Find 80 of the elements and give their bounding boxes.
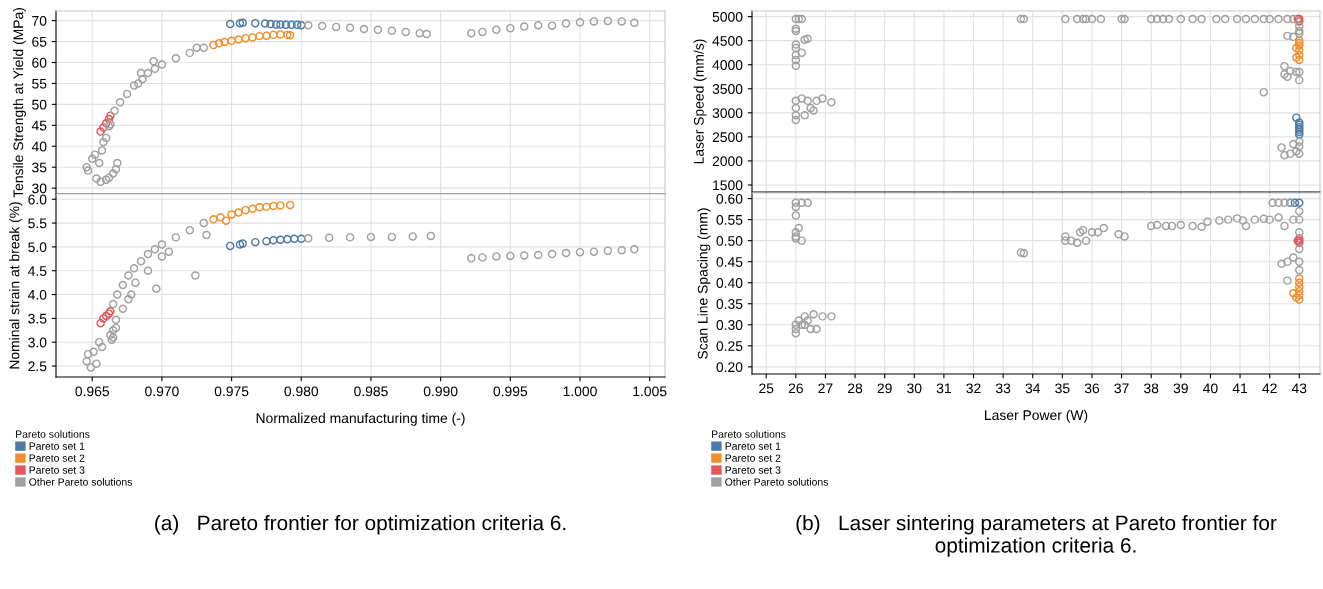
x-tick-label: 25 bbox=[759, 383, 774, 394]
x-axis-title: Normalized manufacturing time (-) bbox=[256, 412, 465, 426]
y-tick-label: 3.5 bbox=[28, 313, 47, 324]
y-tick-label: 35 bbox=[32, 162, 47, 173]
x-tick-label: 39 bbox=[1173, 383, 1188, 394]
x-tick-label: 1.000 bbox=[563, 386, 597, 397]
y-tick-label: 3000 bbox=[712, 108, 743, 118]
x-tick-label: 40 bbox=[1203, 383, 1218, 394]
y-tick-label: 1500 bbox=[713, 180, 743, 191]
y-tick-label: 0.50 bbox=[716, 235, 743, 246]
x-tick-label: 33 bbox=[995, 383, 1011, 394]
legend-title: Pareto solutions bbox=[712, 430, 786, 438]
x-tick-label: 28 bbox=[848, 383, 863, 394]
x-tick-label: 38 bbox=[1144, 383, 1159, 394]
y-axis-title: Nominal strain at break (%) bbox=[9, 202, 23, 369]
legend-label: Other Pareto solutions bbox=[725, 478, 829, 486]
x-tick-label: 0.965 bbox=[75, 386, 110, 397]
y-tick-label: 4.5 bbox=[27, 266, 47, 276]
y-tick-label: 0.20 bbox=[716, 362, 743, 373]
x-tick-label: 1.005 bbox=[633, 386, 667, 397]
x-tick-label: 42 bbox=[1262, 383, 1277, 394]
legend-label: Pareto set 3 bbox=[725, 466, 781, 474]
x-tick-label: 32 bbox=[966, 383, 981, 394]
y-tick-label: 50 bbox=[32, 99, 47, 110]
y-tick-label: 5.0 bbox=[28, 242, 47, 253]
legend-label: Pareto set 2 bbox=[725, 454, 781, 462]
x-tick-label: 27 bbox=[818, 383, 833, 394]
y-tick-label: 40 bbox=[31, 141, 47, 152]
x-axis-title: Laser Power (W) bbox=[985, 409, 1088, 423]
y-tick-label: 55 bbox=[32, 78, 47, 89]
y-tick-label: 0.40 bbox=[716, 278, 743, 288]
y-tick-label: 0.25 bbox=[716, 341, 743, 351]
legend-title: Pareto solutions bbox=[16, 430, 90, 438]
text: (b) Laser sintering parameters at Pareto frontier for optimization criteria 6. bbox=[796, 515, 1277, 557]
y-tick-label: 65 bbox=[32, 36, 47, 47]
y-tick-label: 5000 bbox=[712, 11, 743, 22]
x-tick-label: 0.985 bbox=[354, 386, 388, 397]
y-tick-label: 0.45 bbox=[716, 257, 743, 267]
y-tick-label: 4000 bbox=[712, 60, 743, 70]
y-tick-label: 30 bbox=[32, 183, 47, 194]
y-tick-label: 0.60 bbox=[716, 193, 743, 204]
y-tick-label: 3.0 bbox=[28, 337, 47, 348]
x-tick-label: 36 bbox=[1084, 383, 1100, 394]
x-tick-label: 37 bbox=[1114, 383, 1129, 394]
legend-label: Pareto set 3 bbox=[29, 466, 85, 474]
x-tick-label: 34 bbox=[1025, 383, 1041, 394]
x-tick-label: 43 bbox=[1291, 383, 1307, 394]
y-tick-label: 70 bbox=[32, 15, 47, 26]
y-axis-title: Tensile Strength at Yield (MPa) bbox=[13, 8, 26, 198]
text: (a) Pareto frontier for optimization criteria 6. bbox=[155, 515, 566, 535]
y-tick-label: 0.30 bbox=[716, 320, 743, 330]
y-tick-label: 3500 bbox=[712, 84, 743, 94]
y-axis-title: Scan Line Spacing (mm) bbox=[697, 208, 711, 359]
legend-label: Pareto set 2 bbox=[29, 454, 85, 462]
y-tick-label: 0.55 bbox=[716, 214, 743, 225]
y-axis-title: Laser Speed (mm/s) bbox=[693, 39, 707, 164]
y-tick-label: 45 bbox=[31, 120, 47, 131]
y-tick-label: 60 bbox=[32, 57, 47, 68]
y-tick-label: 5.5 bbox=[28, 218, 47, 229]
legend-label: Pareto set 1 bbox=[725, 442, 781, 450]
x-tick-label: 31 bbox=[936, 383, 951, 394]
y-tick-label: 6.0 bbox=[28, 194, 47, 205]
x-tick-label: 26 bbox=[788, 383, 803, 394]
x-tick-label: 0.995 bbox=[493, 386, 528, 397]
y-tick-label: 2500 bbox=[712, 132, 743, 143]
y-tick-label: 4.0 bbox=[27, 289, 47, 300]
x-tick-label: 0.975 bbox=[214, 386, 249, 397]
y-tick-label: 2.5 bbox=[28, 361, 47, 372]
x-tick-label: 30 bbox=[907, 383, 922, 394]
x-tick-label: 35 bbox=[1055, 383, 1070, 394]
x-tick-label: 41 bbox=[1232, 383, 1248, 394]
x-tick-label: 29 bbox=[877, 383, 892, 394]
y-tick-label: 0.35 bbox=[716, 299, 743, 309]
y-tick-label: 2000 bbox=[712, 156, 743, 167]
legend-label: Pareto set 1 bbox=[29, 442, 85, 450]
y-tick-label: 4500 bbox=[712, 36, 743, 46]
x-tick-label: 0.990 bbox=[423, 386, 458, 397]
x-tick-label: 0.980 bbox=[284, 386, 319, 397]
legend-label: Other Pareto solutions bbox=[29, 478, 133, 486]
x-tick-label: 0.970 bbox=[145, 386, 179, 397]
